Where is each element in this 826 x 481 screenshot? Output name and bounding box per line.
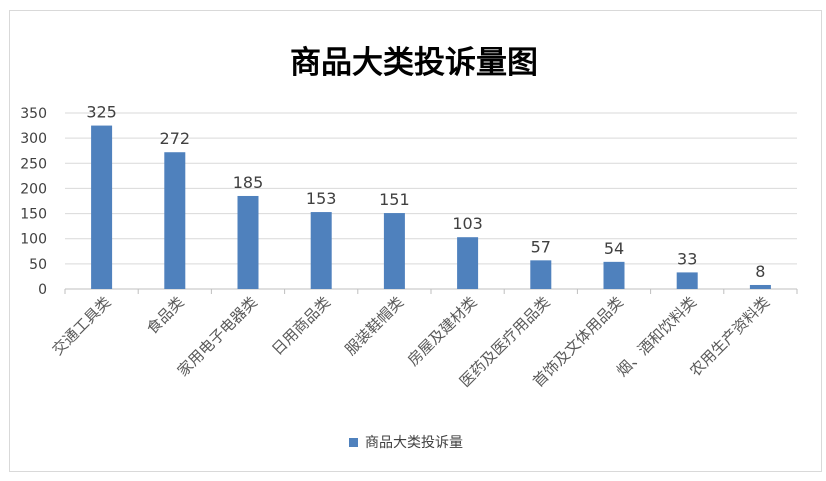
data-label: 57 <box>531 237 551 256</box>
gridlines <box>64 112 798 294</box>
y-tick-label: 300 <box>20 131 47 147</box>
bar <box>310 212 332 289</box>
data-label: 153 <box>306 189 337 208</box>
data-label: 8 <box>755 262 765 281</box>
bar <box>603 261 625 289</box>
data-label: 185 <box>233 173 264 192</box>
x-tick-label: 日用商品类 <box>268 293 334 359</box>
data-labels: 325 272 185 153 151 103 57 54 33 8 <box>86 103 765 281</box>
y-tick-label: 250 <box>20 156 47 172</box>
bar <box>530 260 552 289</box>
y-tick-label: 350 <box>20 106 47 122</box>
y-tick-label: 50 <box>29 257 47 273</box>
x-tick-label: 食品类 <box>143 293 188 338</box>
y-tick-label: 150 <box>20 207 47 223</box>
data-label: 103 <box>452 214 483 233</box>
y-tick-label: 100 <box>20 232 47 248</box>
bar <box>164 152 186 289</box>
legend: 商品大类投诉量 <box>349 435 463 451</box>
bars <box>91 125 771 289</box>
y-axis-ticks: 0 50 100 150 200 250 300 350 <box>20 106 47 298</box>
data-label: 33 <box>677 249 697 268</box>
legend-swatch <box>349 438 358 447</box>
bar <box>383 213 405 289</box>
bar <box>676 272 698 289</box>
y-tick-label: 200 <box>20 181 47 197</box>
y-tick-label: 0 <box>38 282 47 298</box>
bar <box>91 125 113 289</box>
x-tick-label: 服装鞋帽类 <box>341 293 407 359</box>
bar <box>749 284 771 289</box>
bar <box>237 195 259 289</box>
data-label: 272 <box>160 129 191 148</box>
x-tick-label: 房屋及建材类 <box>404 293 480 369</box>
bar <box>457 237 479 289</box>
chart-title: 商品大类投诉量图 <box>290 45 538 81</box>
x-tick-label: 交通工具类 <box>49 293 115 359</box>
chart-frame <box>9 10 822 472</box>
data-label: 325 <box>86 103 117 122</box>
data-label: 54 <box>604 239 624 258</box>
data-label: 151 <box>379 190 410 209</box>
legend-label: 商品大类投诉量 <box>365 435 463 451</box>
